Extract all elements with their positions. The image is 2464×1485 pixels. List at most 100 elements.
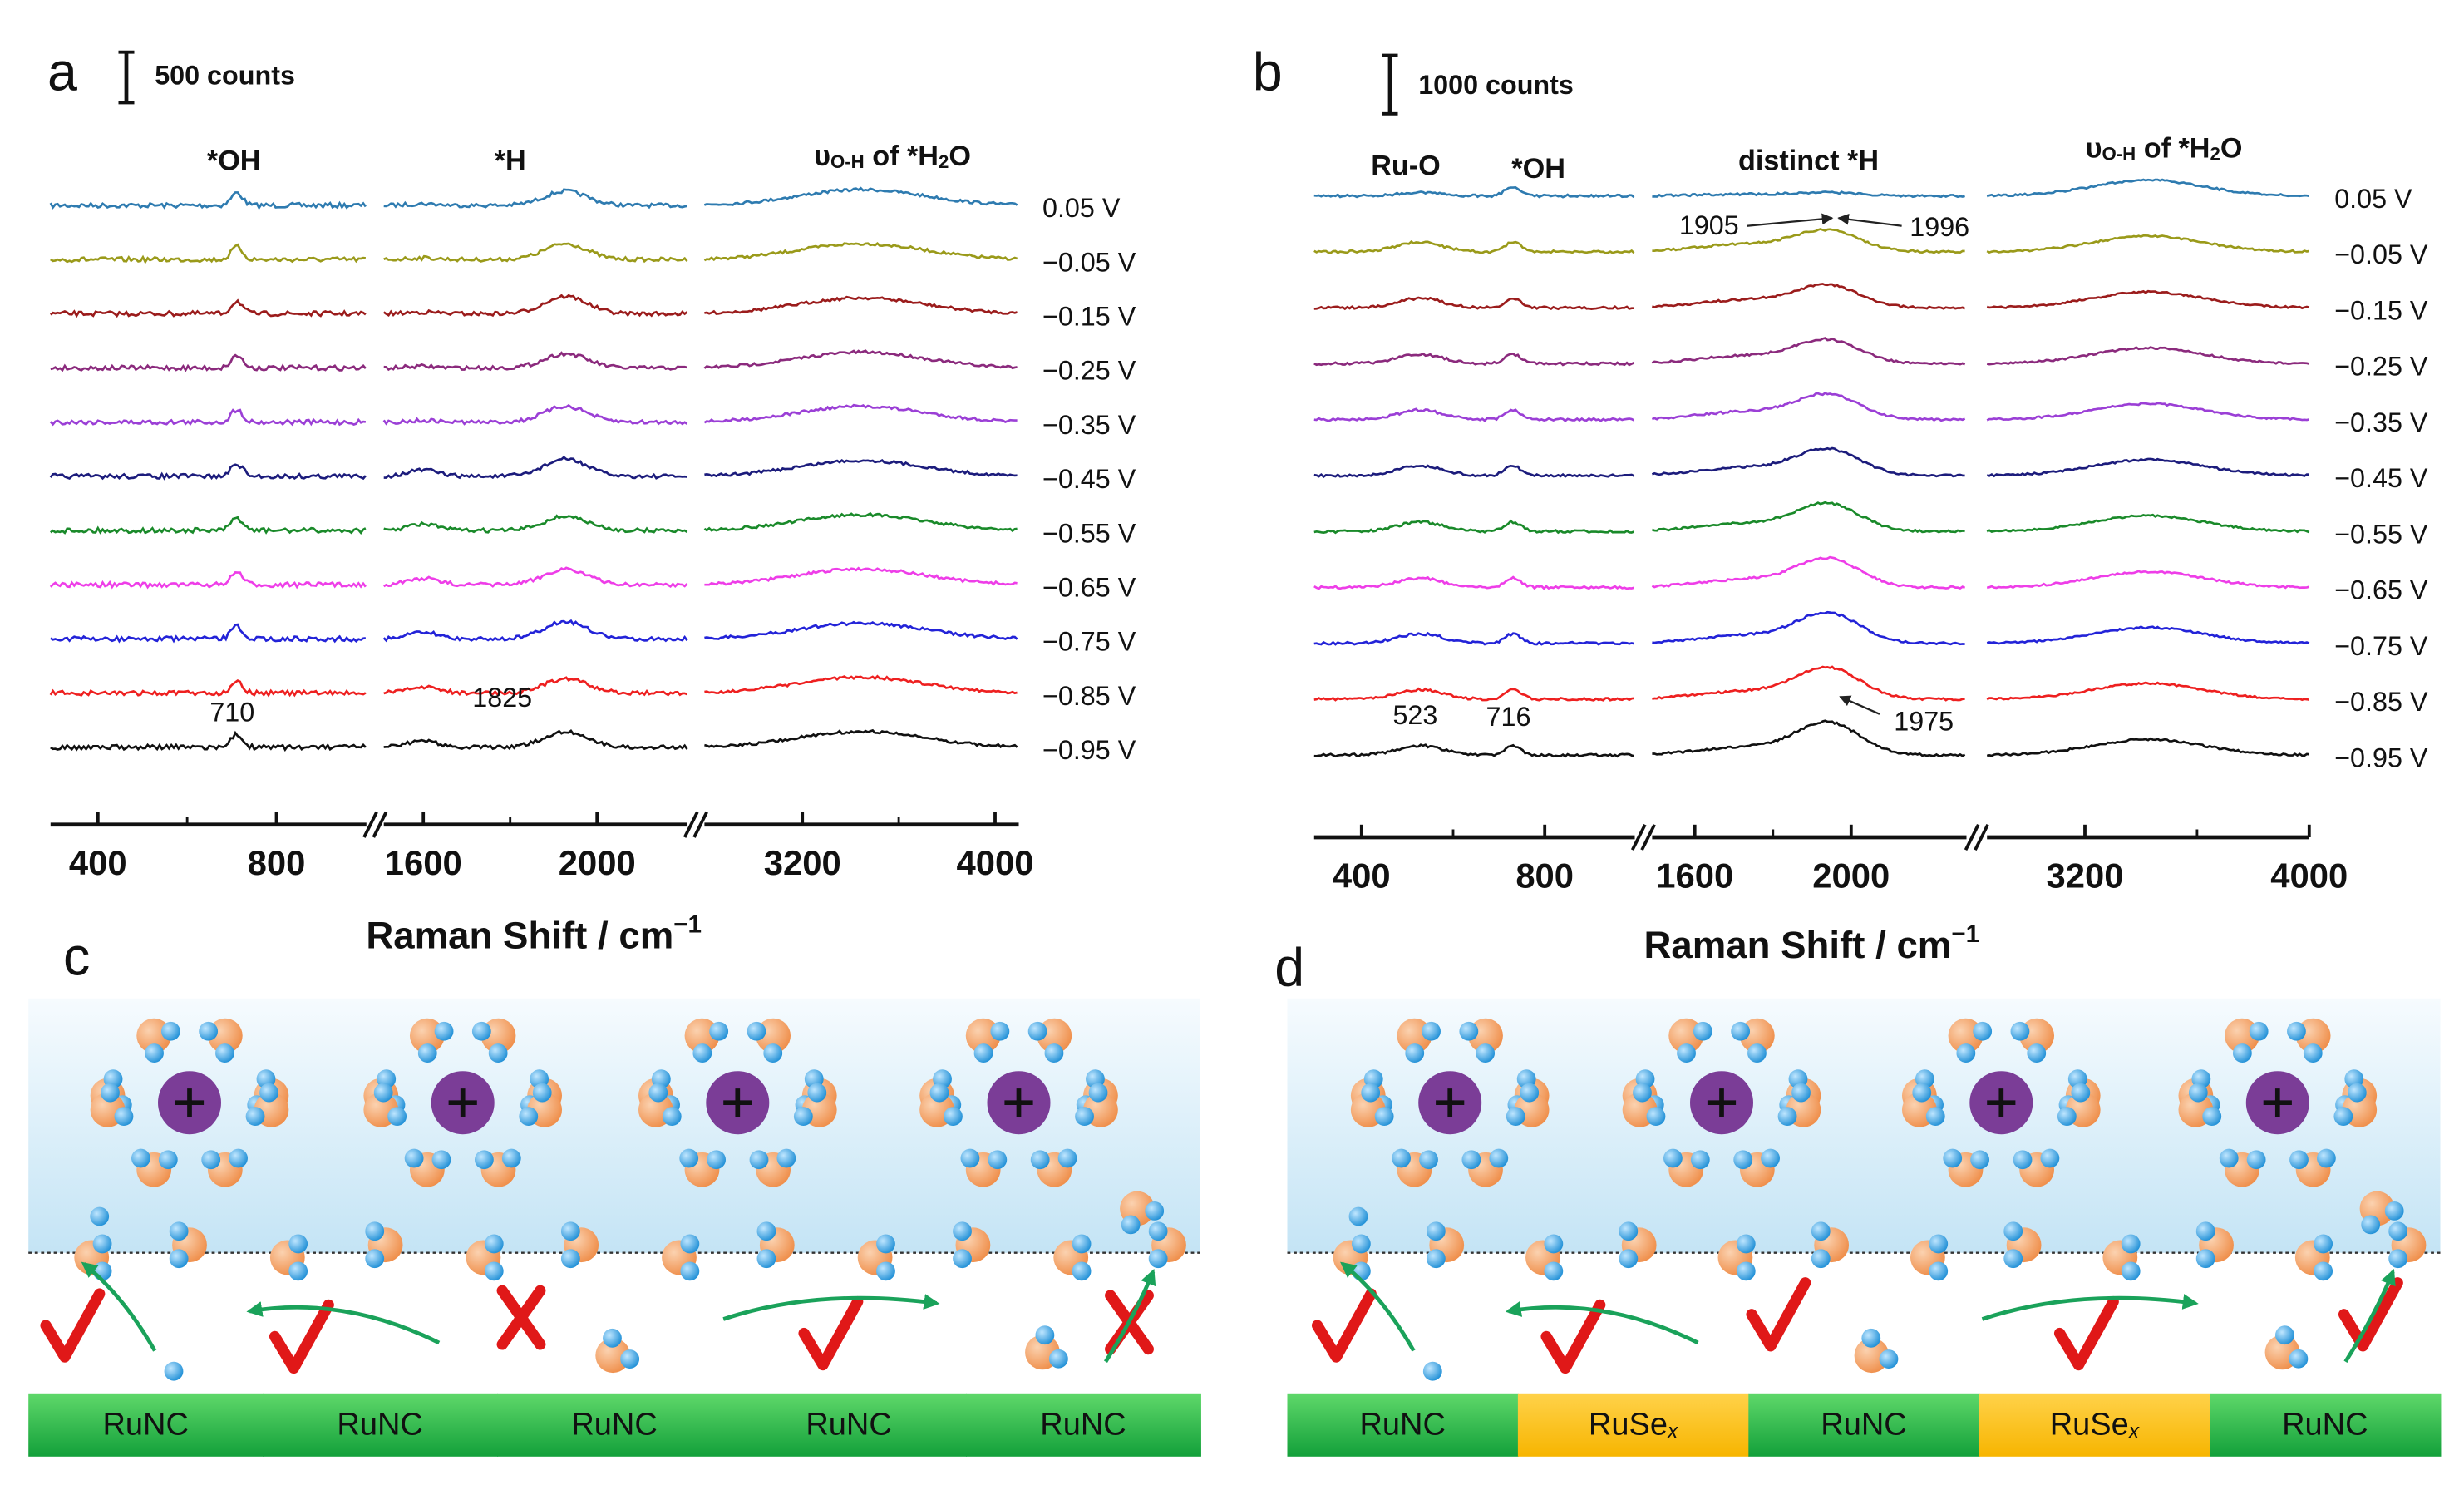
hydrogen bbox=[1426, 1249, 1446, 1269]
hydrogen bbox=[519, 1107, 539, 1127]
water-molecule bbox=[1120, 1191, 1165, 1235]
hydrogen bbox=[114, 1107, 134, 1127]
water-molecule bbox=[2003, 1221, 2042, 1269]
hydrogen bbox=[2388, 1221, 2408, 1241]
spectrum bbox=[1652, 228, 1965, 254]
substrate-label: RuNC bbox=[571, 1408, 657, 1443]
hydrogen bbox=[2232, 1043, 2252, 1063]
water-molecule bbox=[1777, 1083, 1821, 1127]
hydrogen bbox=[1422, 1021, 1441, 1041]
hydrogen bbox=[560, 1221, 580, 1241]
spectrum bbox=[704, 674, 1018, 695]
substrate bbox=[263, 1393, 499, 1457]
hydrogen bbox=[680, 1261, 700, 1281]
axis-title-part: −1 bbox=[1951, 920, 1979, 948]
potential-label: −0.05 V bbox=[2334, 239, 2428, 269]
spectrum bbox=[1986, 402, 2310, 422]
hydrogen bbox=[603, 1328, 622, 1348]
hydrogen bbox=[807, 1083, 827, 1103]
spectrum bbox=[382, 619, 688, 643]
hydrogen bbox=[2361, 1215, 2381, 1235]
peak-label: 1825 bbox=[472, 683, 532, 713]
region-title-part: *OH bbox=[1511, 153, 1565, 185]
spectrum bbox=[50, 516, 367, 535]
water-molecule bbox=[953, 1221, 991, 1269]
hydrogen bbox=[501, 1148, 521, 1168]
hydrogen bbox=[876, 1261, 895, 1281]
hydrogen bbox=[288, 1261, 308, 1281]
potential-label: −0.65 V bbox=[1042, 572, 1136, 602]
hydrogen bbox=[1970, 1150, 1990, 1170]
hydrogen bbox=[1405, 1043, 1425, 1063]
hydrogen bbox=[1925, 1107, 1945, 1127]
transfer-arrow bbox=[722, 1294, 940, 1321]
substrate-label: RuNC bbox=[337, 1408, 422, 1443]
hydrogen bbox=[1912, 1083, 1932, 1103]
hydrogen bbox=[145, 1043, 164, 1063]
water-molecule bbox=[1025, 1325, 1068, 1370]
water-molecule bbox=[1075, 1083, 1118, 1127]
water-molecule bbox=[90, 1083, 134, 1127]
hydrogen bbox=[1861, 1328, 1881, 1348]
water-molecule bbox=[749, 1148, 796, 1187]
potential-label: −0.35 V bbox=[1042, 410, 1136, 440]
water-molecule bbox=[560, 1221, 599, 1269]
axis-title-part: Raman Shift / cm bbox=[366, 915, 673, 957]
potential-label: −0.95 V bbox=[1042, 735, 1136, 765]
hydrogen bbox=[1075, 1107, 1094, 1127]
spectrum bbox=[1986, 570, 2310, 590]
peak-label: 710 bbox=[209, 697, 254, 727]
substrate-label-part: RuNC bbox=[1821, 1408, 1906, 1443]
region-title-part: distinct *H bbox=[1738, 146, 1879, 177]
region-title-part: O-H bbox=[2102, 144, 2136, 165]
substrate-label-part: RuNC bbox=[806, 1408, 891, 1443]
cross-mark bbox=[496, 1285, 546, 1350]
check-mark bbox=[2338, 1277, 2403, 1352]
potential-label: −0.05 V bbox=[1042, 247, 1136, 277]
spectrum bbox=[1651, 555, 1966, 590]
water-molecule bbox=[857, 1234, 895, 1281]
spectrum bbox=[1313, 575, 1634, 590]
water-molecule bbox=[201, 1148, 248, 1187]
substrate bbox=[28, 1393, 264, 1457]
hydrogen bbox=[1619, 1221, 1639, 1241]
hydrogen bbox=[648, 1083, 668, 1103]
axis-break bbox=[1964, 823, 1980, 851]
region-title: υO-H of *H2O bbox=[814, 141, 971, 172]
spectrum bbox=[1986, 737, 2309, 757]
hydrogen bbox=[434, 1021, 454, 1041]
potential-label: −0.85 V bbox=[2334, 687, 2428, 717]
hydrogen bbox=[662, 1107, 682, 1127]
transfer-arrow bbox=[2343, 1268, 2396, 1364]
hydrogen bbox=[1044, 1043, 1064, 1063]
water-molecule bbox=[1030, 1148, 1077, 1187]
hydrogen bbox=[2195, 1249, 2215, 1269]
spectrum bbox=[49, 570, 367, 590]
peak-label: 1996 bbox=[1910, 212, 1969, 242]
oxygen bbox=[1854, 1338, 1890, 1374]
region-title: Ru-O bbox=[1371, 150, 1441, 181]
spectrum bbox=[703, 349, 1018, 370]
hydrogen bbox=[1747, 1043, 1767, 1063]
hydrogen bbox=[1520, 1083, 1540, 1103]
hydrogen bbox=[953, 1249, 972, 1269]
region-title-part: υ bbox=[2086, 133, 2102, 165]
spectrum bbox=[1986, 178, 2310, 198]
water-molecule bbox=[365, 1221, 403, 1269]
transfer-arrow bbox=[1340, 1261, 1416, 1352]
hydrogen bbox=[484, 1261, 504, 1281]
substrate-label: RuNC bbox=[102, 1408, 188, 1443]
water-molecule bbox=[131, 1148, 178, 1187]
water-molecule bbox=[595, 1328, 640, 1374]
water-molecule bbox=[269, 1234, 308, 1281]
hydrogen bbox=[763, 1043, 783, 1063]
hydrogen bbox=[2057, 1107, 2077, 1127]
hydrogen bbox=[1811, 1249, 1831, 1269]
hydrogen bbox=[1943, 1148, 1963, 1168]
region-title: *OH bbox=[207, 146, 261, 177]
axis-break bbox=[362, 811, 378, 838]
spectrum bbox=[50, 730, 367, 752]
region-title: *H bbox=[495, 146, 526, 177]
hydrogen bbox=[387, 1107, 407, 1127]
x-tick-label: 800 bbox=[1515, 856, 1574, 895]
